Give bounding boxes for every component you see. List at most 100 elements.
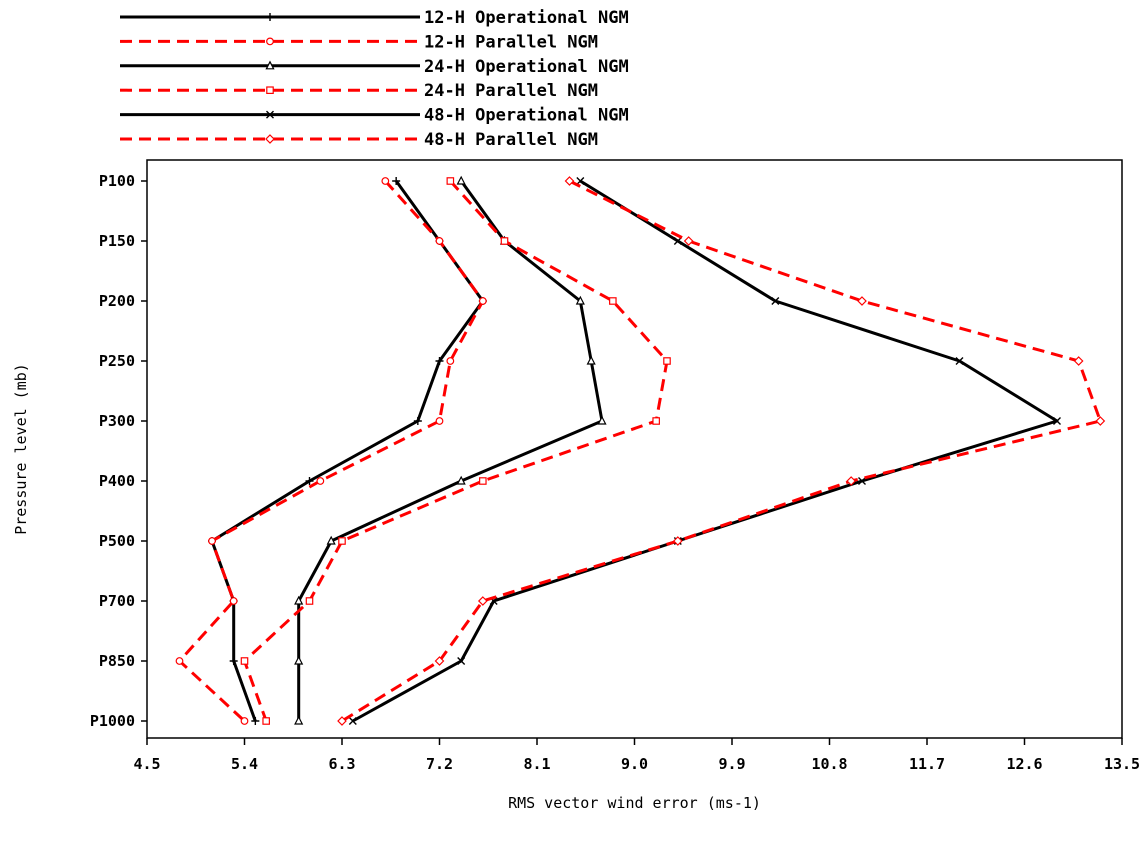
x-tick-label: 7.2 [426, 755, 453, 773]
x-tick-label: 4.5 [133, 755, 160, 773]
x-tick-label: 8.1 [523, 755, 550, 773]
series-5 [348, 177, 1061, 725]
data-point [1095, 416, 1106, 426]
data-point [576, 177, 585, 185]
x-tick-label: 9.9 [718, 755, 745, 773]
y-tick-label-p850: P850 [99, 652, 135, 670]
y-tick-label-p250: P250 [99, 352, 135, 370]
data-point [305, 477, 314, 485]
legend-marker [265, 134, 275, 144]
series-line [243, 179, 669, 722]
data-point [229, 657, 238, 665]
data-point [392, 177, 401, 185]
legend-marker [266, 110, 274, 119]
data-point [251, 717, 260, 725]
data-point [597, 415, 607, 425]
data-point [456, 175, 466, 185]
legend-item: 48-H Parallel NGM [120, 130, 598, 150]
data-point [479, 477, 487, 485]
series-line [341, 179, 1102, 723]
legend-marker [265, 60, 275, 70]
x-tick-label: 10.8 [811, 755, 847, 773]
y-axis-label: Pressure level (mb) [12, 363, 30, 535]
x-tick-label: 13.5 [1104, 755, 1140, 773]
x-tick-label: 12.6 [1006, 755, 1042, 773]
data-point [477, 596, 488, 606]
series-line [178, 179, 485, 723]
data-point [435, 357, 444, 365]
x-axis-label: RMS vector wind error (ms-1) [508, 794, 761, 812]
x-tick-label: 6.3 [328, 755, 355, 773]
data-point [326, 535, 336, 545]
legend-label: 12-H Operational NGM [424, 8, 629, 28]
data-point [663, 357, 671, 365]
y-tick-label-p200: P200 [99, 292, 135, 310]
series-1 [208, 177, 487, 725]
data-point [683, 236, 694, 246]
data-point [175, 657, 184, 665]
data-point [229, 597, 238, 605]
y-tick-label-p400: P400 [99, 472, 135, 490]
legend-item: 24-H Operational NGM [120, 57, 629, 77]
data-point [348, 717, 357, 725]
y-tick-label-p300: P300 [99, 412, 135, 430]
series-2 [175, 177, 487, 725]
x-axis: 4.5 5.4 6.3 7.2 8.1 9.0 9.9 10.8 11.7 12.6 13.5 [133, 738, 1140, 773]
y-tick-label-p150: P150 [99, 232, 135, 250]
data-point [446, 357, 455, 365]
x-tick-label: 9.0 [621, 755, 648, 773]
y-tick-label-p1000: P1000 [90, 712, 135, 730]
series-layer [175, 175, 1106, 726]
legend-label: 24-H Parallel NGM [424, 81, 598, 101]
data-point [609, 297, 617, 305]
data-point [262, 717, 270, 725]
data-point [586, 355, 596, 365]
data-point [457, 657, 466, 665]
data-point [672, 536, 683, 546]
data-point [564, 176, 575, 186]
legend-item: 12-H Parallel NGM [120, 32, 598, 52]
data-point [858, 477, 866, 485]
plot-frame [146, 159, 1123, 739]
legend-item: 48-H Operational NGM [120, 106, 629, 126]
data-point [955, 357, 964, 365]
legend-label: 48-H Operational NGM [424, 106, 629, 126]
data-point [1053, 417, 1061, 425]
data-point [575, 295, 585, 305]
data-point [435, 237, 444, 245]
legend-label: 48-H Parallel NGM [424, 130, 598, 150]
data-point [1073, 356, 1084, 366]
data-point [337, 716, 347, 726]
data-point [446, 177, 455, 185]
data-point [456, 475, 466, 485]
legend-marker [266, 37, 274, 46]
y-axis: P100 P150 P200 P250 P300 P400 P500 P700 P850 P100… [90, 172, 147, 730]
data-point [435, 417, 444, 425]
x-tick-label: 5.4 [231, 755, 258, 773]
y-tick-label-p500: P500 [99, 532, 135, 550]
legend-marker [266, 13, 274, 21]
data-point [673, 237, 682, 245]
y-tick-label-p700: P700 [99, 592, 135, 610]
data-point [771, 297, 780, 305]
data-point [500, 237, 509, 245]
legend-marker [266, 86, 274, 95]
y-tick-label-p100: P100 [99, 172, 135, 190]
legend-item: 12-H Operational NGM [120, 8, 629, 28]
data-point [434, 656, 445, 666]
data-point [294, 595, 304, 605]
series-3 [294, 175, 607, 725]
data-point [846, 476, 857, 486]
data-point [478, 297, 487, 305]
data-point [240, 717, 249, 725]
legend: 12-H Operational NGM 12-H Parallel NGM 24-… [120, 8, 629, 150]
data-point [857, 296, 867, 306]
data-point [316, 477, 325, 485]
series-4 [240, 177, 671, 725]
data-point [294, 655, 304, 665]
legend-label: 24-H Operational NGM [424, 57, 629, 77]
legend-label: 12-H Parallel NGM [424, 32, 598, 52]
legend-item: 24-H Parallel NGM [120, 81, 598, 101]
series-line [352, 179, 1059, 723]
